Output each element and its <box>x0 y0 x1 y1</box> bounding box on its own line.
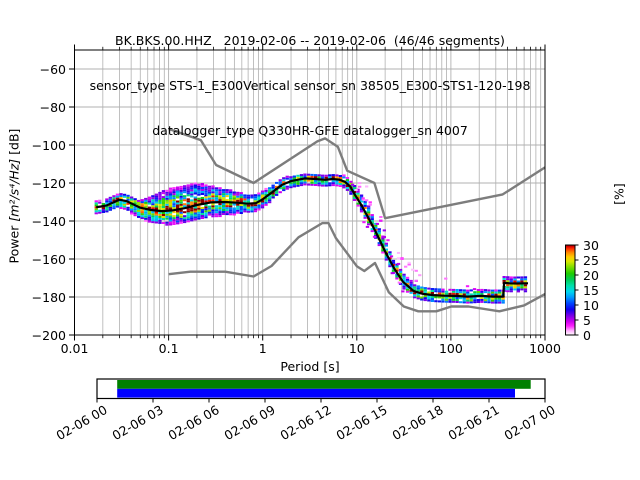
title-line-1: BK.BKS.00.HHZ 2019-02-06 -- 2019-02-06 (… <box>115 33 505 48</box>
y-tick-label: −100 <box>31 138 66 153</box>
colorbar-tick-label: 30 <box>583 237 599 253</box>
x-tick-label: 100 <box>438 341 463 356</box>
title-line-2: sensor_type STS-1_E300Vertical sensor_sn… <box>89 78 531 93</box>
y-tick-label: −80 <box>39 100 66 115</box>
colorbar-tick-label: 25 <box>583 252 599 268</box>
y-tick-label: −180 <box>31 290 66 305</box>
x-tick-label: 0.01 <box>60 341 89 356</box>
x-tick-label: 1000 <box>529 341 561 356</box>
colorbar-tick-label: 5 <box>583 312 591 328</box>
y-tick-label: −120 <box>31 176 66 191</box>
x-tick-label: 1 <box>258 341 267 356</box>
colorbar-label: [%] <box>611 183 627 205</box>
coverage-top <box>117 380 531 389</box>
y-tick-label: −200 <box>31 328 66 343</box>
x-tick-label: 0.1 <box>158 341 179 356</box>
colorbar-tick-label: 15 <box>583 282 599 298</box>
x-axis-label: Period [s] <box>280 359 340 374</box>
y-tick-label: −140 <box>31 214 66 229</box>
y-tick-label: −60 <box>39 62 66 77</box>
y-tick-label: −160 <box>31 252 66 267</box>
title-line-3: datalogger_type Q330HR-GFE datalogger_sn… <box>152 123 468 138</box>
colorbar-tick-label: 0 <box>583 327 591 343</box>
colorbar-tick-label: 20 <box>583 267 599 283</box>
coverage-bottom <box>117 388 515 398</box>
colorbar-tick-label: 10 <box>583 297 599 313</box>
figure-title: BK.BKS.00.HHZ 2019-02-06 -- 2019-02-06 (… <box>0 3 620 168</box>
x-tick-label: 10 <box>348 341 365 356</box>
